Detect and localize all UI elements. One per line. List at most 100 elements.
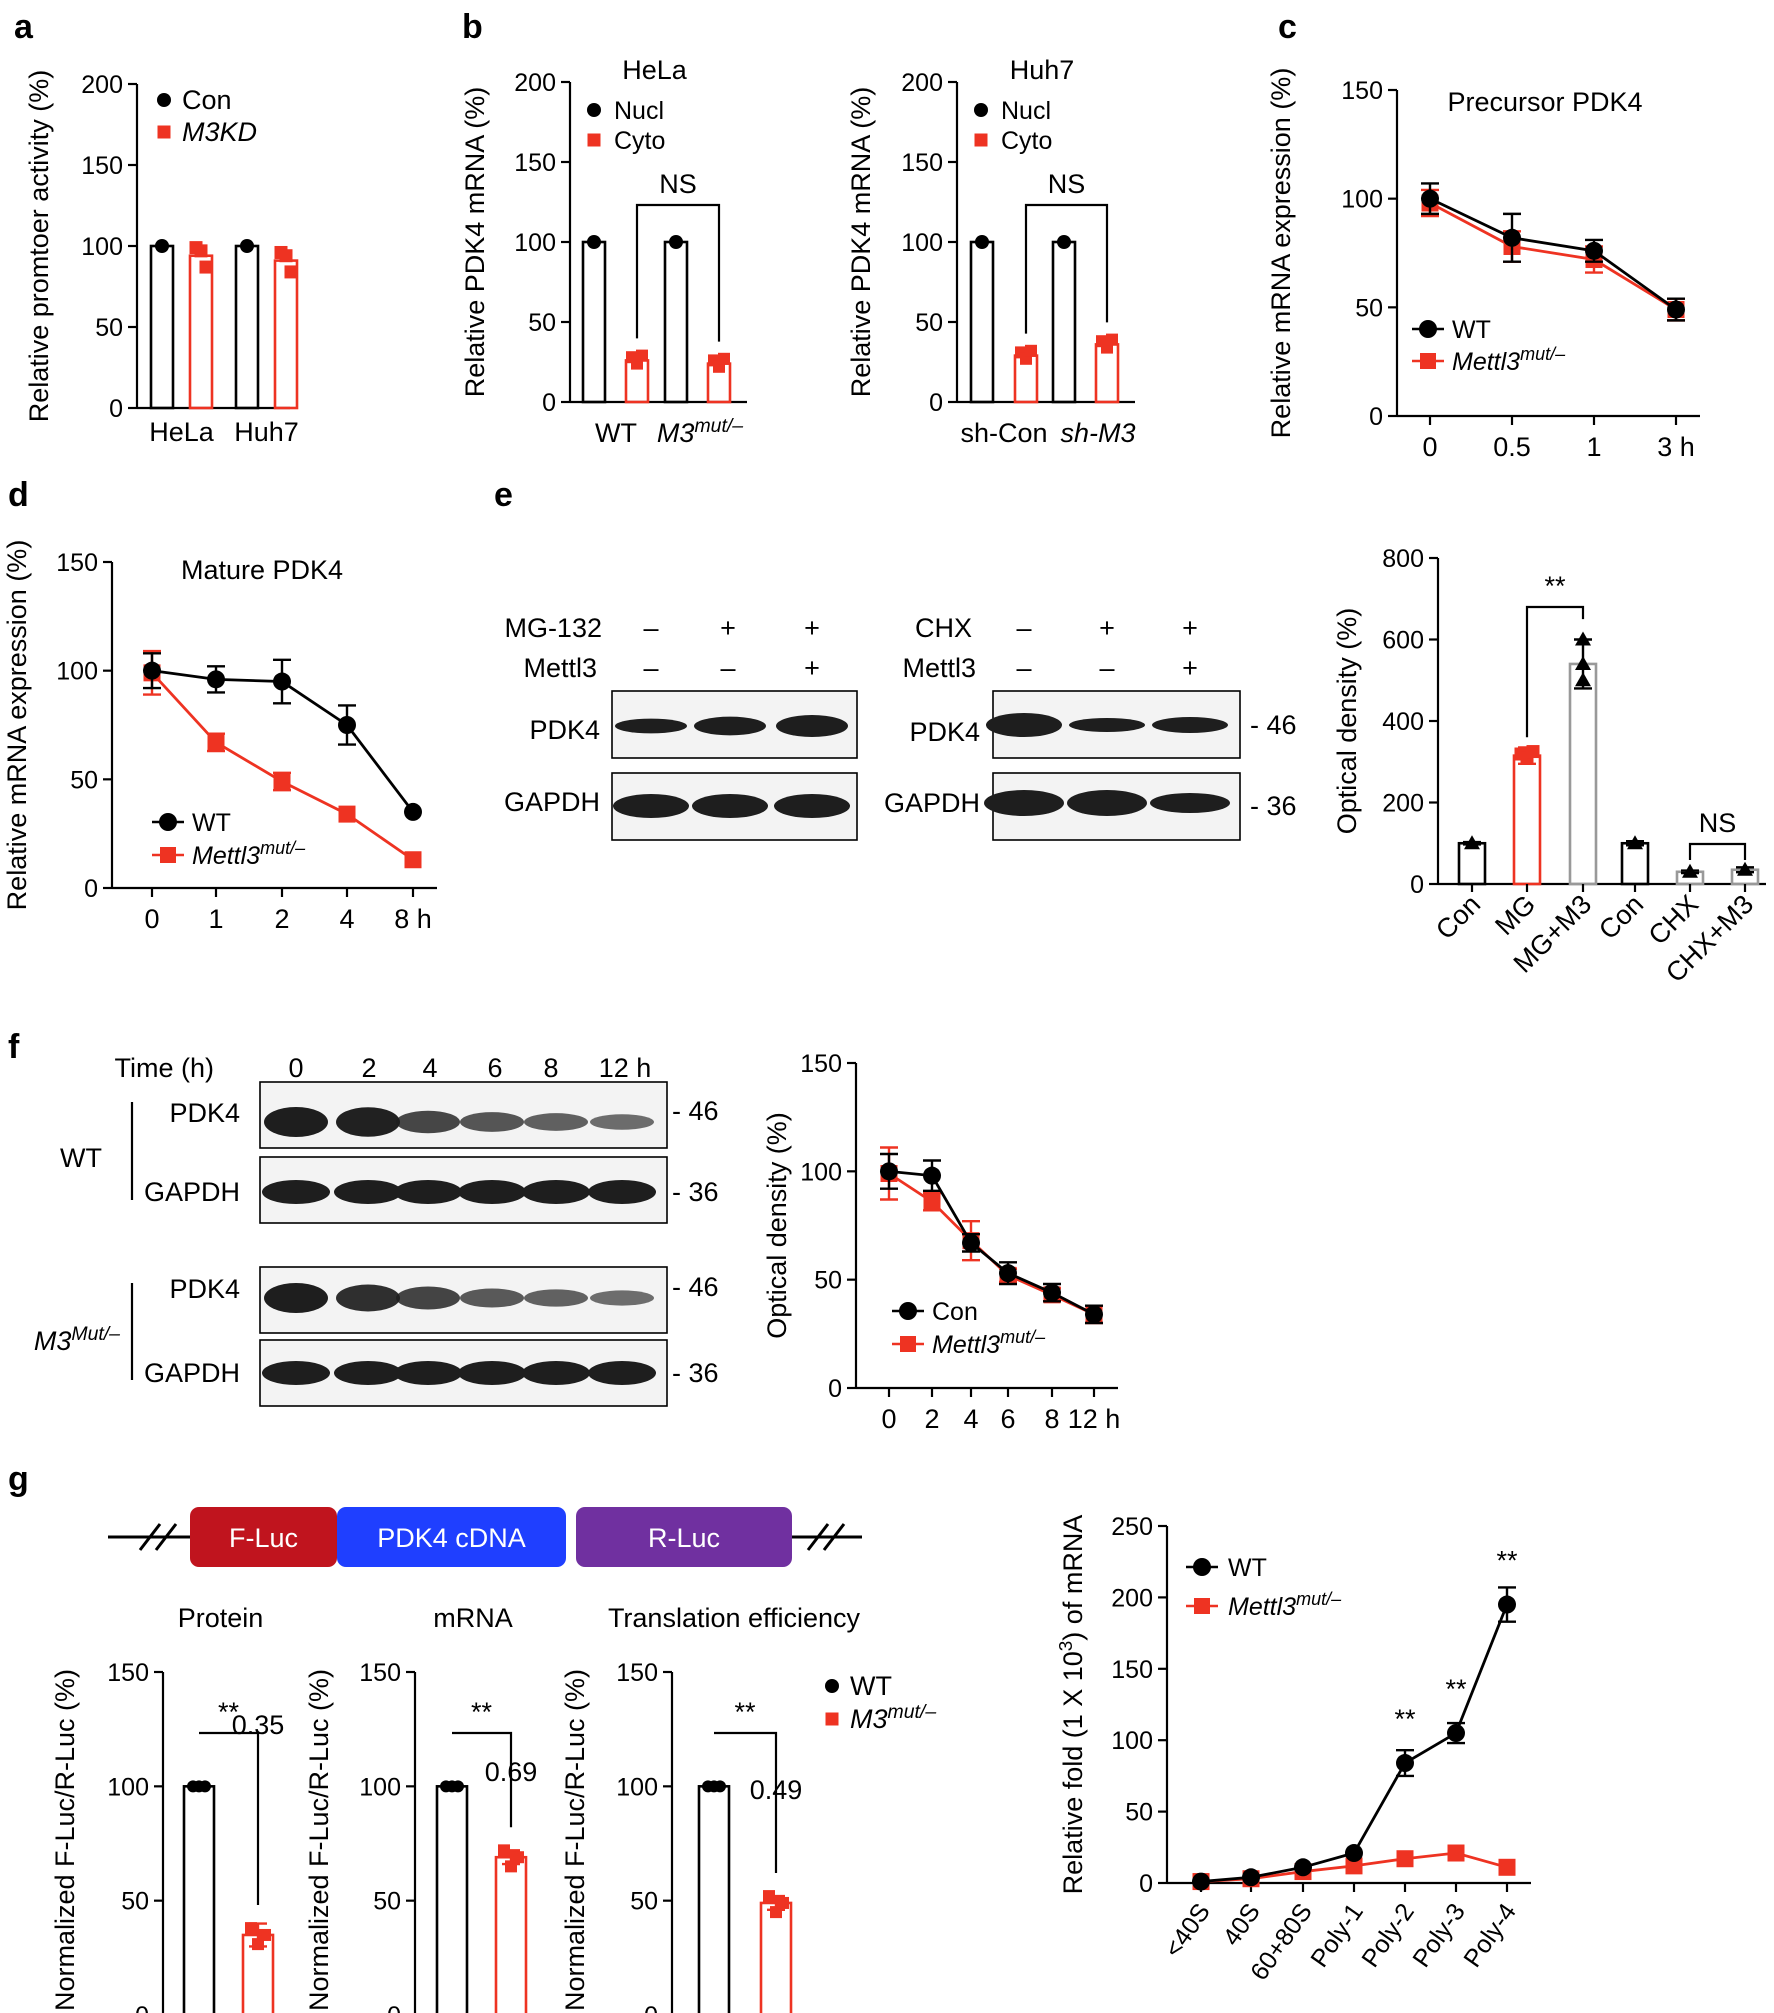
- y-tick-label: 0: [387, 2002, 401, 2013]
- blot-condition-sign: –: [1099, 653, 1114, 683]
- data-point: [1526, 745, 1540, 759]
- data-point: [452, 1780, 464, 1793]
- legend-marker: [587, 103, 601, 117]
- data-point: [1464, 835, 1480, 850]
- data-point: [284, 265, 298, 279]
- panel-d-title: Mature PDK4: [181, 555, 343, 585]
- x-tick-label: WT: [595, 418, 637, 448]
- y-tick-label: 100: [616, 1773, 658, 1801]
- data-point: [1396, 1754, 1414, 1773]
- legend-label: Nucl: [614, 97, 664, 125]
- blot-condition-sign: –: [1016, 653, 1031, 683]
- panel-g2-y-label: Normalized F-Luc/R-Luc (%): [304, 1669, 334, 2011]
- data-point: [1575, 655, 1591, 670]
- data-point: [718, 352, 730, 365]
- data-point: [1294, 1858, 1312, 1877]
- x-tick-label: 0: [144, 904, 159, 934]
- legend-marker: [974, 133, 988, 147]
- significance-bracket: [1688, 842, 1747, 860]
- significance-label: NS: [659, 169, 697, 199]
- blot-marker: - 36: [672, 1358, 719, 1388]
- legend-label: WT: [192, 809, 231, 837]
- bar-nucl: [969, 240, 995, 404]
- blot-condition-label: Mettl3: [902, 653, 976, 683]
- blot-band: [774, 794, 850, 818]
- blot-band: [522, 1361, 590, 1385]
- data-point: [669, 235, 683, 249]
- data-point: [1396, 1850, 1414, 1868]
- blot-band: [396, 1286, 460, 1310]
- y-tick-label: 200: [1111, 1584, 1153, 1612]
- y-tick-label: 150: [1111, 1656, 1153, 1684]
- blot-pdk4-f: [259, 1081, 668, 1149]
- blot-time-label: Time (h): [115, 1053, 215, 1083]
- panel-b2-y-label: Relative PDK4 mRNA (%): [846, 87, 876, 398]
- y-tick-label: 100: [107, 1773, 149, 1801]
- blot-band: [522, 1180, 590, 1204]
- data-point: [1585, 241, 1603, 260]
- legend-label: Con: [932, 1298, 978, 1326]
- x-tick-label: 8: [1044, 1404, 1059, 1434]
- y-tick-label: 50: [1355, 294, 1383, 322]
- blot-time-value: 2: [361, 1053, 376, 1083]
- panel-f-y-label: Optical density (%): [762, 1112, 792, 1339]
- data-point: [279, 249, 293, 263]
- x-tick-label: Con: [1430, 889, 1486, 945]
- x-tick-label: Poly-4: [1458, 1898, 1522, 1972]
- blot-band: [458, 1180, 526, 1204]
- blot-band: [524, 1289, 588, 1307]
- blot-band: [1067, 790, 1147, 816]
- y-tick-label: 50: [121, 1888, 149, 1916]
- y-tick-label: 50: [814, 1267, 842, 1295]
- y-tick-label: 150: [359, 1659, 401, 1687]
- legend-marker: [157, 93, 171, 107]
- data-point: [259, 1928, 271, 1941]
- legend-label: Mettl3mut/–: [1452, 344, 1566, 376]
- blot-condition-label: Mettl3: [523, 653, 597, 683]
- construct-break: [806, 1523, 830, 1551]
- y-tick-label: 100: [800, 1158, 842, 1186]
- y-tick-label: 50: [70, 766, 98, 794]
- bar-con: [234, 244, 260, 410]
- blot-lane-label: PDK4: [169, 1274, 240, 1304]
- data-point: [1192, 1872, 1210, 1891]
- blot-lane-label: GAPDH: [504, 787, 600, 817]
- blot-band: [984, 790, 1064, 816]
- y-tick-label: 100: [81, 233, 123, 261]
- blot-band: [613, 794, 689, 818]
- legend-label: Nucl: [1001, 97, 1051, 125]
- blot-band: [590, 1290, 654, 1306]
- significance-label: **: [1394, 1704, 1416, 1734]
- x-tick-label: 40S: [1217, 1898, 1265, 1950]
- data-point: [1498, 1595, 1516, 1614]
- blot-condition-sign: +: [1099, 613, 1115, 643]
- panel-b1-title: HeLa: [622, 55, 688, 85]
- y-tick-label: 0: [1410, 871, 1424, 899]
- panel-label-b: b: [462, 8, 483, 46]
- y-tick-label: 0: [1139, 1870, 1153, 1898]
- construct-break: [138, 1523, 162, 1551]
- x-tick-label: 2: [924, 1404, 939, 1434]
- bar-wt: [697, 1785, 731, 2013]
- blot-marker: - 36: [672, 1177, 719, 1207]
- panel-g3-title: Translation efficiency: [608, 1603, 861, 1633]
- panel-g2-title: mRNA: [433, 1603, 513, 1633]
- blot-band: [264, 1107, 328, 1137]
- legend-label: WT: [1452, 316, 1491, 344]
- construct-segment: [337, 1507, 566, 1567]
- blot-time-value: 4: [422, 1053, 437, 1083]
- legend-marker: [587, 133, 601, 147]
- legend-label: Con: [182, 85, 232, 115]
- bar-wt: [182, 1785, 216, 2013]
- blot-band: [336, 1284, 400, 1312]
- y-tick-label: 100: [359, 1773, 401, 1801]
- significance-bracket: [199, 1731, 260, 1905]
- x-tick-label: sh-Con: [960, 418, 1047, 448]
- legend-label: Cyto: [1001, 127, 1052, 155]
- blot-group-label: WT: [60, 1143, 102, 1173]
- legend-label: Mettl3mut/–: [932, 1327, 1046, 1359]
- legend-label: WT: [850, 1671, 892, 1701]
- data-point: [777, 1896, 789, 1909]
- data-point: [273, 672, 291, 691]
